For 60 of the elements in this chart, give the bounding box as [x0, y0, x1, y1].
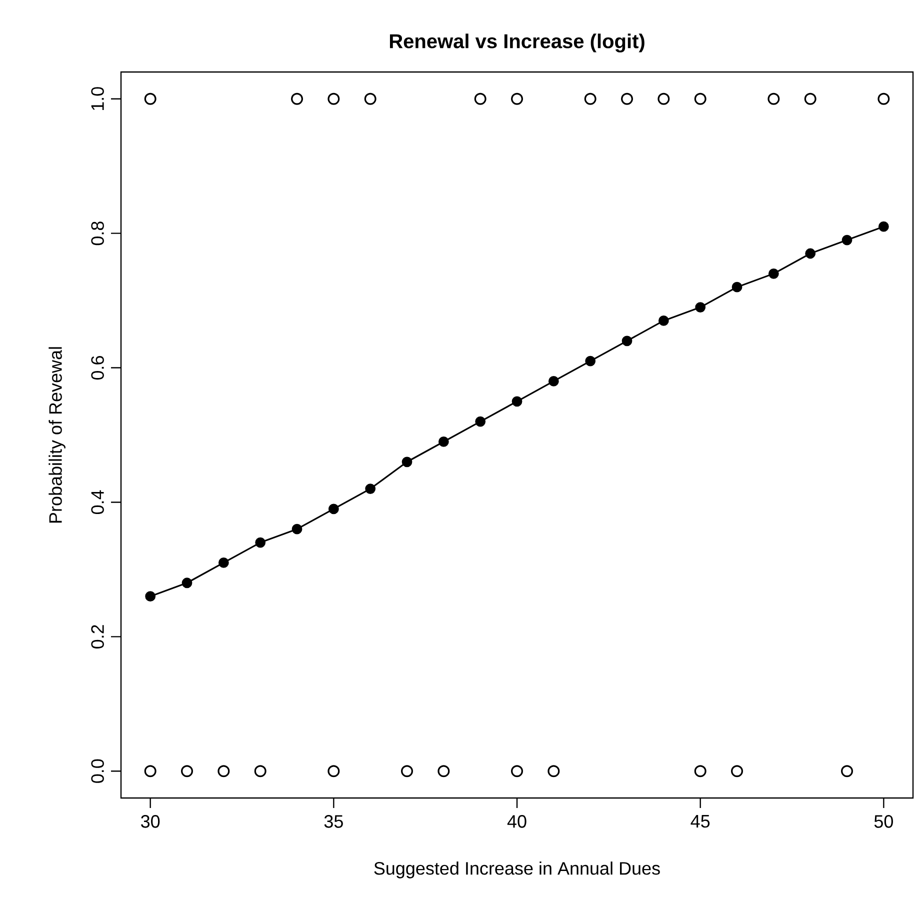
y-axis-title: Probability of Revewal	[48, 347, 66, 523]
y-tick-label: 0.2	[91, 625, 104, 648]
point	[218, 558, 229, 568]
point	[328, 92, 340, 105]
point	[144, 765, 156, 778]
point	[878, 221, 889, 232]
point	[364, 92, 376, 105]
point	[182, 578, 192, 588]
point	[658, 316, 669, 326]
y-tick-label: 0.4	[91, 490, 104, 514]
point	[255, 537, 266, 548]
point	[731, 765, 744, 778]
point	[292, 524, 302, 534]
point	[328, 765, 340, 778]
point	[841, 765, 854, 778]
point	[401, 765, 414, 778]
x-tick-label: 45	[690, 815, 710, 828]
point	[622, 336, 632, 346]
point	[805, 248, 816, 259]
point	[584, 92, 596, 105]
point	[145, 591, 156, 602]
x-axis-title: Suggested Increase in Annual Dues	[374, 862, 660, 878]
point	[842, 234, 852, 246]
point	[695, 302, 706, 312]
point	[804, 92, 816, 105]
point	[144, 92, 156, 105]
x-tick-label: 35	[324, 815, 343, 828]
point	[181, 765, 194, 778]
point	[474, 92, 486, 105]
point	[658, 92, 670, 105]
point	[438, 765, 450, 778]
point	[585, 356, 596, 366]
point	[732, 282, 742, 292]
point	[694, 92, 706, 105]
point	[438, 436, 449, 447]
point	[291, 92, 304, 105]
y-tick-label: 0.6	[91, 356, 104, 380]
y-tick-label: 0.0	[91, 759, 104, 783]
chart-title: Renewal vs Increase (logit)	[390, 34, 644, 52]
point	[402, 456, 412, 468]
x-tick-label: 50	[874, 815, 893, 828]
point	[328, 504, 339, 514]
x-tick-label: 40	[507, 815, 526, 828]
point	[365, 484, 376, 494]
point	[548, 765, 560, 778]
point	[475, 416, 486, 427]
point	[768, 92, 780, 105]
point	[878, 92, 890, 105]
y-tick-label: 0.8	[91, 222, 104, 246]
point	[511, 92, 524, 105]
point	[512, 396, 522, 407]
point	[218, 765, 230, 778]
point	[548, 376, 559, 386]
point	[694, 765, 706, 778]
point	[768, 268, 779, 279]
point	[254, 765, 266, 778]
y-tick-label: 1.0	[91, 87, 104, 110]
x-tick-label: 30	[141, 815, 160, 828]
point	[621, 92, 634, 105]
point	[511, 765, 524, 778]
